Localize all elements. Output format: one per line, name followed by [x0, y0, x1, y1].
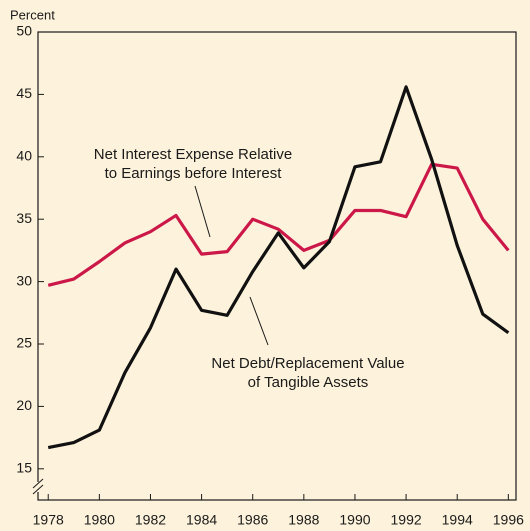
leader-line	[194, 185, 211, 238]
x-tick-label: 1988	[288, 512, 319, 528]
x-tick-label: 1990	[339, 512, 370, 528]
series-line	[47, 85, 510, 450]
x-tick-label: 1978	[33, 512, 64, 528]
axis-break	[32, 478, 46, 495]
x-tick-label: 1984	[186, 512, 217, 528]
y-tick-label: 20	[16, 397, 32, 413]
y-axis-label: Percent	[10, 7, 55, 22]
x-tick-label: 1980	[84, 512, 115, 528]
y-tick-label: 40	[16, 148, 32, 164]
x-tick-label: 1986	[237, 512, 268, 528]
x-tick-label: 1982	[135, 512, 166, 528]
y-tick-label: 30	[16, 272, 32, 288]
x-tick-label: 1994	[442, 512, 473, 528]
series-label: Net Debt/Replacement Value	[211, 355, 404, 372]
series-label: of Tangible Assets	[248, 374, 369, 391]
y-tick-label: 45	[16, 85, 32, 101]
plot-frame	[37, 31, 517, 501]
y-tick-label: 15	[16, 460, 32, 476]
y-tick-label: 25	[16, 335, 32, 351]
series-label: to Earnings before Interest	[105, 165, 283, 182]
x-tick-label: 1992	[391, 512, 422, 528]
y-tick-label: 35	[16, 210, 32, 226]
leader-line	[249, 296, 269, 346]
series-label: Net Interest Expense Relative	[94, 146, 292, 163]
y-tick-label: 50	[16, 23, 32, 39]
x-tick-label: 1996	[493, 512, 524, 528]
